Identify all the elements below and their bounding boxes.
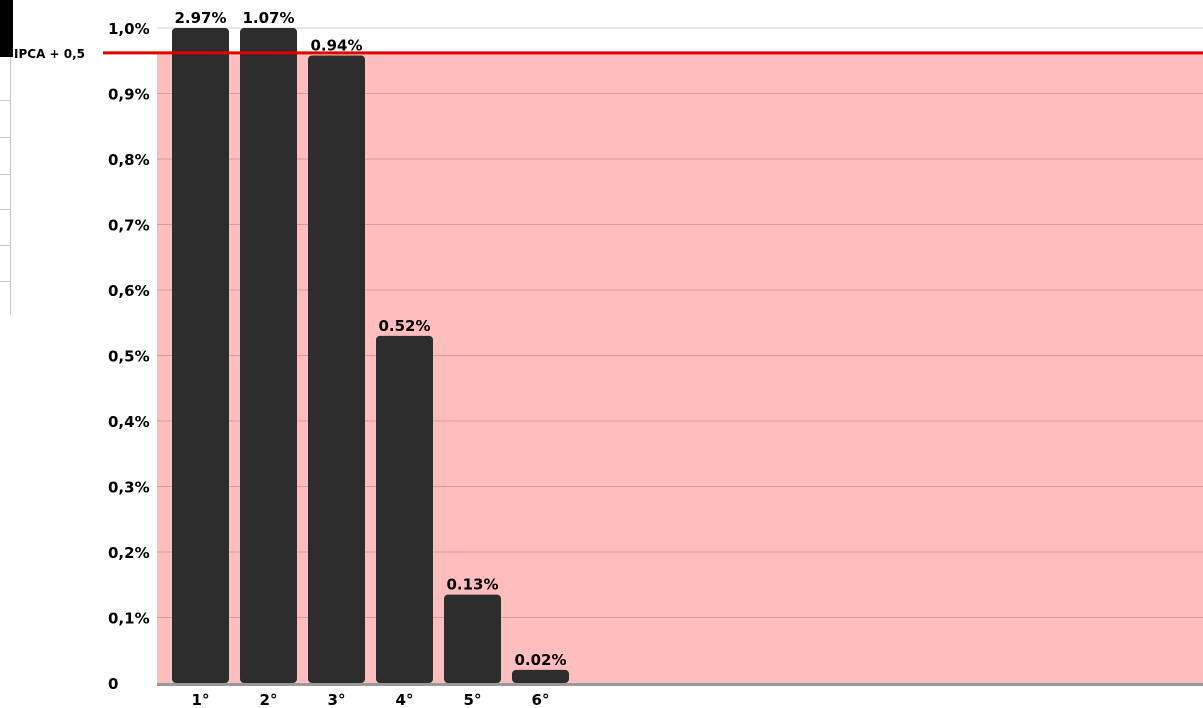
bar bbox=[172, 28, 229, 683]
bar bbox=[512, 669, 569, 683]
x-axis-line bbox=[157, 683, 1203, 686]
bar bbox=[376, 335, 433, 683]
x-tick-label: 4° bbox=[396, 691, 414, 708]
x-tick-label: 1° bbox=[192, 691, 210, 708]
y-tick-label: 0,9% bbox=[108, 86, 150, 104]
left-panel-header-block bbox=[0, 0, 13, 57]
bar bbox=[240, 28, 297, 683]
y-tick-label: 0,1% bbox=[108, 610, 150, 628]
reference-line-label: IPCA + 0,5 bbox=[14, 47, 85, 61]
data-label: 0.13% bbox=[446, 576, 498, 594]
data-label: 2.97% bbox=[174, 9, 226, 27]
left-panel-row-divider bbox=[0, 209, 10, 210]
left-panel-row-divider bbox=[0, 137, 10, 138]
y-tick-label: 0,4% bbox=[108, 413, 150, 431]
data-label: 0.94% bbox=[310, 37, 362, 55]
bar bbox=[444, 594, 501, 683]
x-tick-label: 6° bbox=[532, 691, 550, 708]
left-panel-row-divider bbox=[0, 100, 10, 101]
left-panel-row-divider bbox=[0, 245, 10, 246]
left-panel-fragment bbox=[0, 0, 14, 320]
left-panel-row-divider bbox=[0, 281, 10, 282]
left-panel-row-divider bbox=[0, 174, 10, 175]
y-tick-label: 0,7% bbox=[108, 217, 150, 235]
data-label: 0.02% bbox=[514, 651, 566, 669]
data-label: 1.07% bbox=[242, 9, 294, 27]
y-tick-label: 0,2% bbox=[108, 544, 150, 562]
left-panel-frame bbox=[0, 57, 11, 315]
y-tick-label: 0,3% bbox=[108, 479, 150, 497]
x-tick-label: 5° bbox=[464, 691, 482, 708]
data-label: 0.52% bbox=[378, 317, 430, 335]
y-tick-label: 1,0% bbox=[108, 20, 150, 38]
x-tick-label: 3° bbox=[328, 691, 346, 708]
y-tick-label: 0 bbox=[108, 675, 118, 693]
y-tick-label: 0,5% bbox=[108, 348, 150, 366]
x-tick-label: 2° bbox=[260, 691, 278, 708]
y-tick-label: 0,6% bbox=[108, 282, 150, 300]
bar bbox=[308, 55, 365, 683]
y-tick-label: 0,8% bbox=[108, 151, 150, 169]
